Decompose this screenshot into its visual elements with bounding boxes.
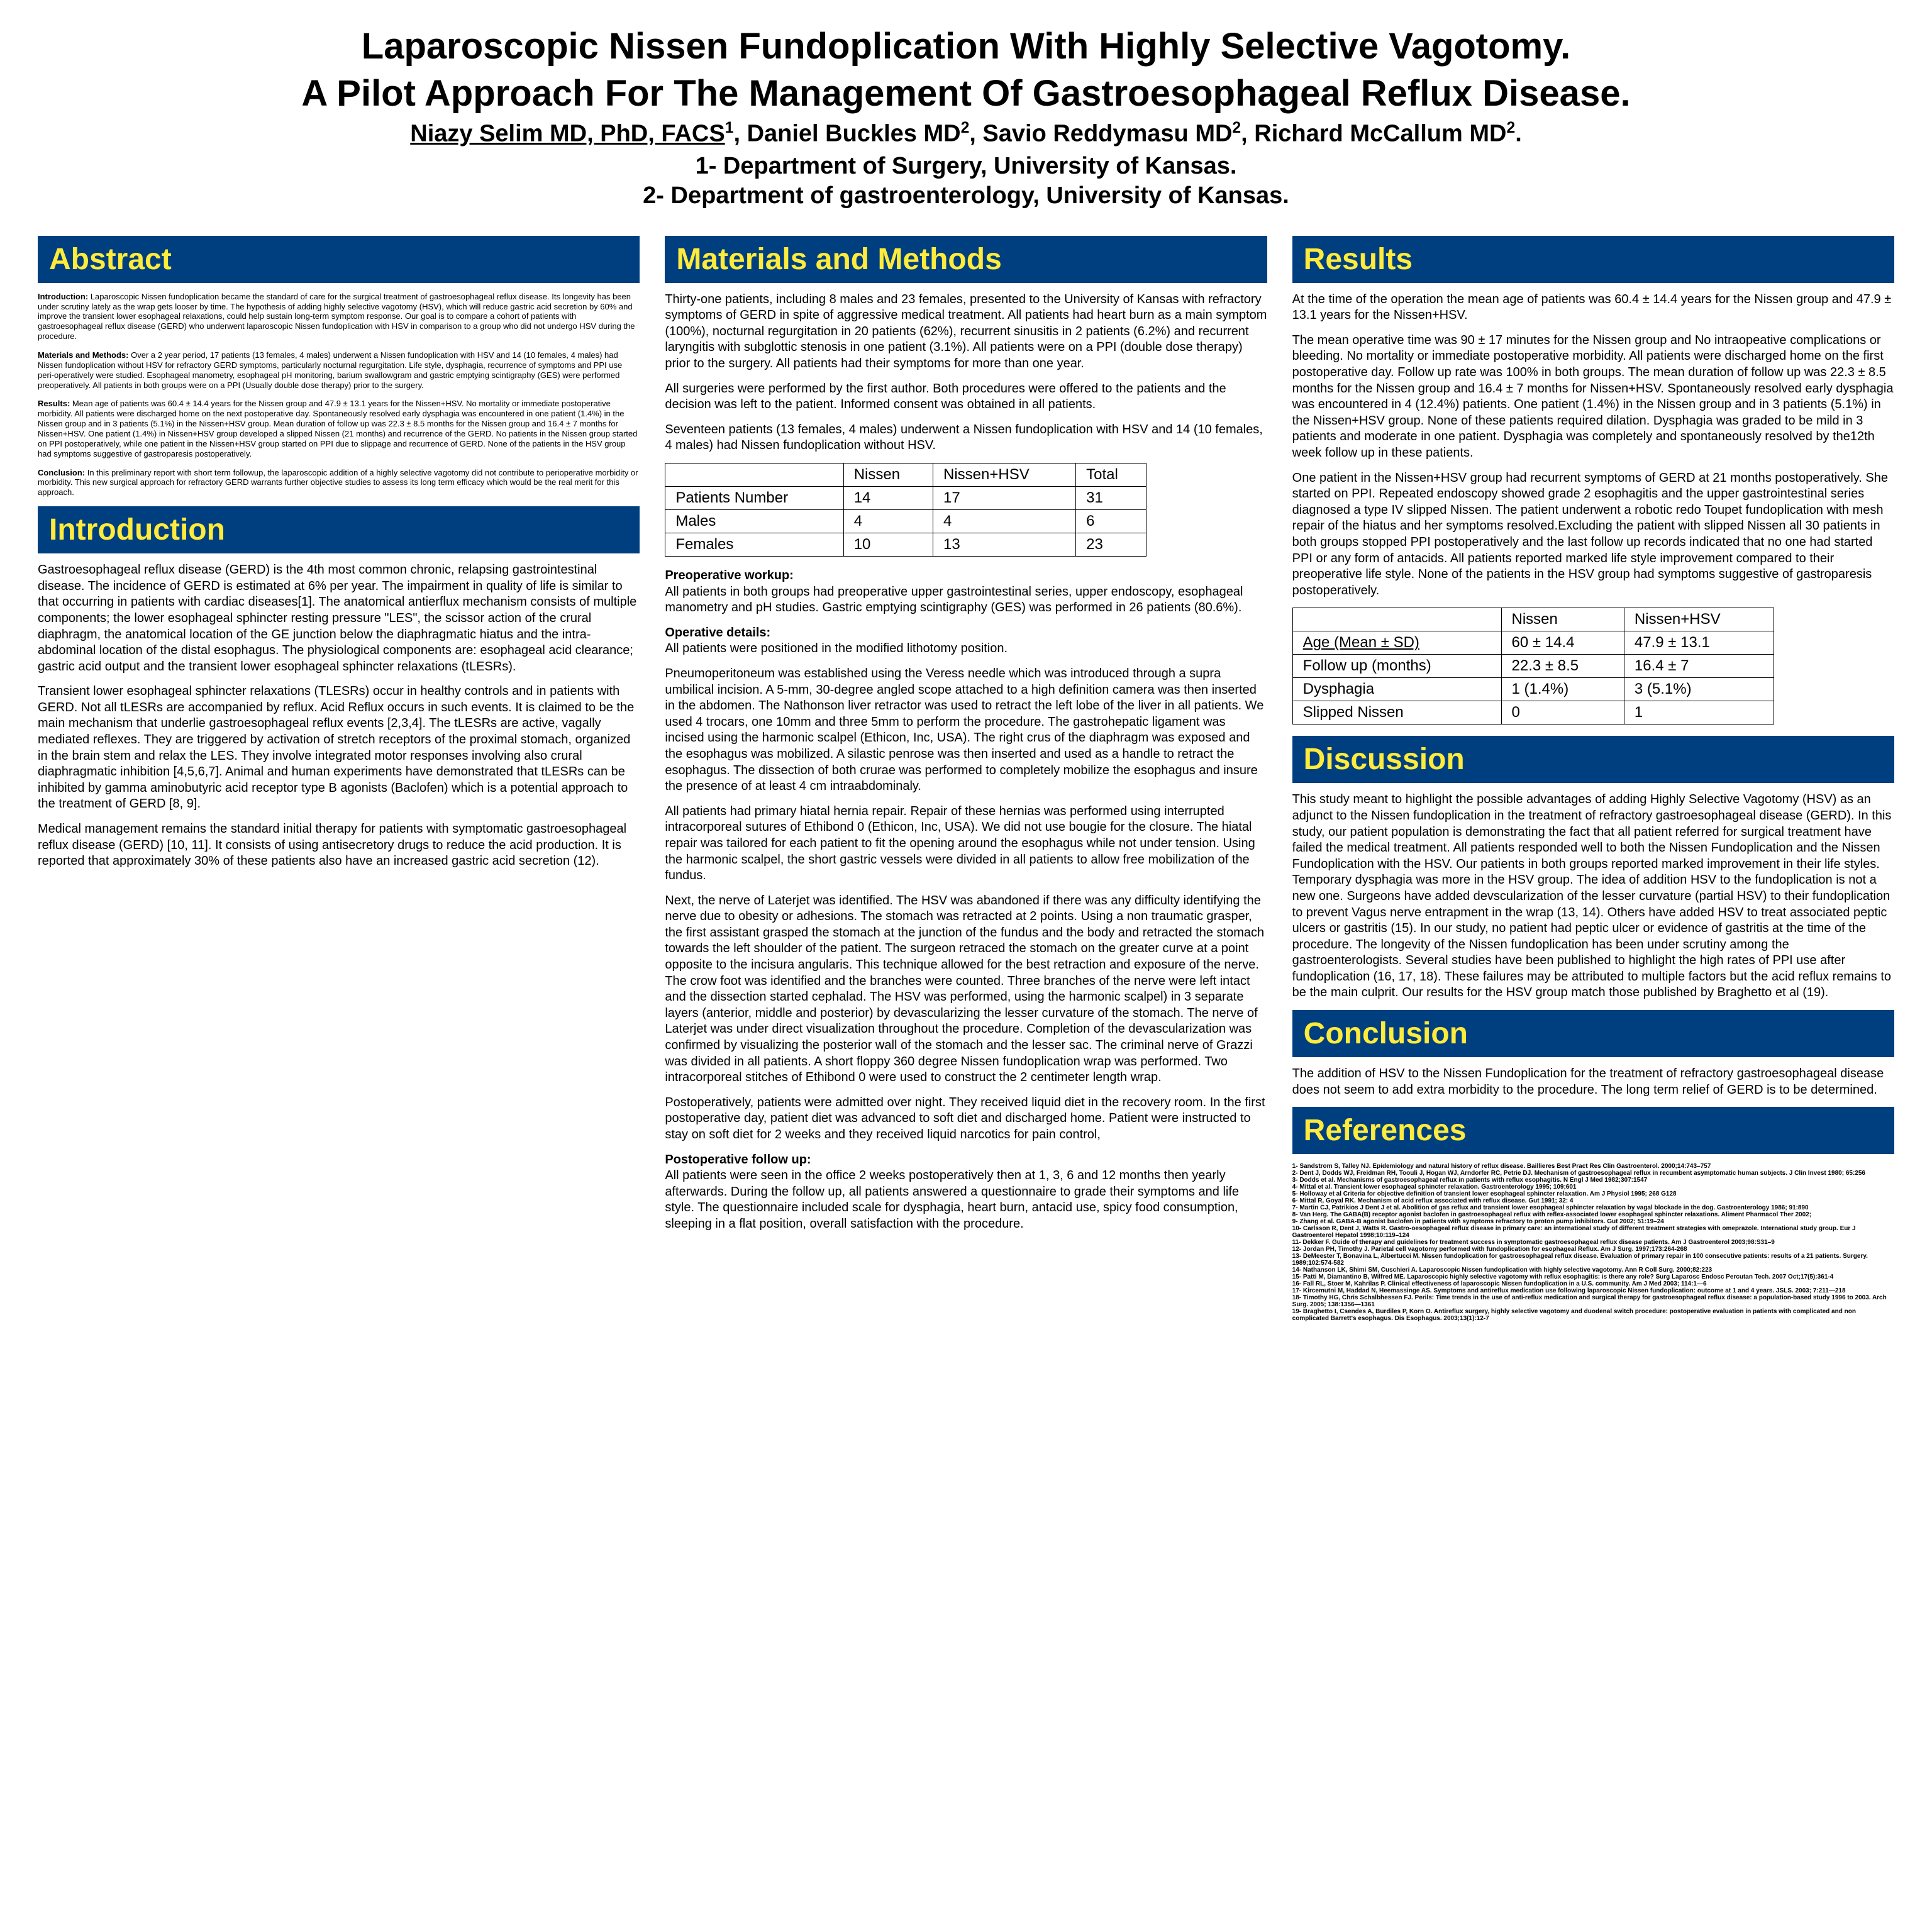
preop: Preoperative workup:All patients in both… — [665, 568, 1267, 616]
conclusion-p: The addition of HSV to the Nissen Fundop… — [1292, 1066, 1894, 1098]
results-p2: The mean operative time was 90 ± 17 minu… — [1292, 333, 1894, 462]
author-selim: Niazy Selim MD, PhD, FACS — [410, 121, 724, 147]
intro-p3: Medical management remains the standard … — [38, 821, 640, 870]
header-discussion: Discussion — [1292, 736, 1894, 783]
authors: Niazy Selim MD, PhD, FACS1, Daniel Buckl… — [38, 119, 1894, 148]
table-row: Nissen Nissen+HSV Total — [665, 464, 1146, 487]
column-right: Results At the time of the operation the… — [1292, 228, 1894, 1331]
op1: Operative details:All patients were posi… — [665, 625, 1267, 657]
op5: Postoperatively, patients were admitted … — [665, 1095, 1267, 1143]
columns: Abstract Introduction: Laparoscopic Niss… — [38, 228, 1894, 1331]
table-row: Females101323 — [665, 533, 1146, 557]
author-buckles: Daniel Buckles MD — [747, 121, 961, 147]
header-introduction: Introduction — [38, 506, 640, 553]
outcomes-table: NissenNissen+HSV Age (Mean ± SD)60 ± 14.… — [1292, 608, 1774, 724]
table-row: Follow up (months)22.3 ± 8.516.4 ± 7 — [1292, 655, 1774, 678]
followup: Postoperative follow up:All patients wer… — [665, 1152, 1267, 1233]
table-row: Patients Number141731 — [665, 487, 1146, 510]
abstract-conclusion: Conclusion: In this preliminary report w… — [38, 468, 640, 498]
methods-p3: Seventeen patients (13 females, 4 males)… — [665, 422, 1267, 454]
abstract-intro: Introduction: Laparoscopic Nissen fundop… — [38, 292, 640, 341]
abstract-methods: Materials and Methods: Over a 2 year per… — [38, 350, 640, 390]
discussion-p: This study meant to highlight the possib… — [1292, 792, 1894, 1001]
header-results: Results — [1292, 236, 1894, 283]
table-row: Dysphagia1 (1.4%)3 (5.1%) — [1292, 678, 1774, 701]
references-list: 1- Sandstrom S, Talley NJ. Epidemiology … — [1292, 1163, 1894, 1322]
table-row: Age (Mean ± SD)60 ± 14.447.9 ± 13.1 — [1292, 631, 1774, 655]
table-row: NissenNissen+HSV — [1292, 608, 1774, 631]
results-p3: One patient in the Nissen+HSV group had … — [1292, 470, 1894, 599]
title-block: Laparoscopic Nissen Fundoplication With … — [38, 25, 1894, 209]
affiliation-2: 2- Department of gastroenterology, Unive… — [38, 182, 1894, 209]
poster: Laparoscopic Nissen Fundoplication With … — [0, 0, 1932, 1356]
table-row: Slipped Nissen01 — [1292, 701, 1774, 724]
title-line-2: A Pilot Approach For The Management Of G… — [38, 72, 1894, 114]
header-abstract: Abstract — [38, 236, 640, 283]
author-reddymasu: Savio Reddymasu MD — [982, 121, 1232, 147]
header-conclusion: Conclusion — [1292, 1010, 1894, 1057]
affiliation-1: 1- Department of Surgery, University of … — [38, 153, 1894, 180]
intro-p2: Transient lower esophageal sphincter rel… — [38, 684, 640, 813]
op3: All patients had primary hiatal hernia r… — [665, 804, 1267, 884]
title-line-1: Laparoscopic Nissen Fundoplication With … — [38, 25, 1894, 67]
results-p1: At the time of the operation the mean ag… — [1292, 292, 1894, 324]
op2: Pneumoperitoneum was established using t… — [665, 666, 1267, 795]
header-methods: Materials and Methods — [665, 236, 1267, 283]
patients-table: Nissen Nissen+HSV Total Patients Number1… — [665, 463, 1146, 557]
intro-p1: Gastroesophageal reflux disease (GERD) i… — [38, 562, 640, 675]
author-mccallum: Richard McCallum MD — [1254, 121, 1506, 147]
column-left: Abstract Introduction: Laparoscopic Niss… — [38, 228, 640, 1331]
header-references: References — [1292, 1107, 1894, 1154]
op4: Next, the nerve of Laterjet was identifi… — [665, 893, 1267, 1086]
methods-p2: All surgeries were performed by the firs… — [665, 381, 1267, 413]
abstract-results: Results: Mean age of patients was 60.4 ±… — [38, 399, 640, 458]
table-row: Males446 — [665, 510, 1146, 533]
methods-p1: Thirty-one patients, including 8 males a… — [665, 292, 1267, 372]
column-middle: Materials and Methods Thirty-one patient… — [665, 228, 1267, 1331]
